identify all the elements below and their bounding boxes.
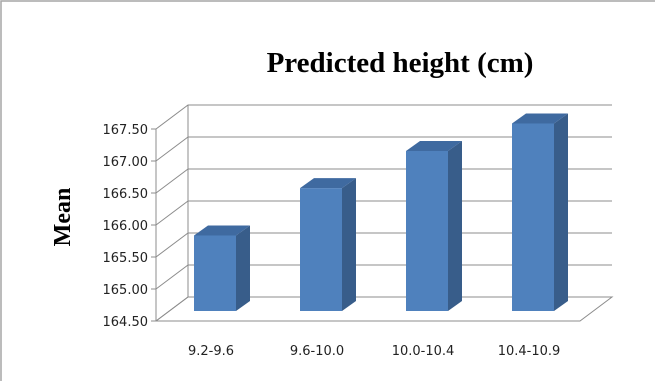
bar — [512, 113, 568, 311]
gridline — [155, 232, 612, 258]
bar — [194, 225, 250, 311]
bar-front — [194, 235, 236, 311]
y-tick-label: 167.00 — [103, 155, 149, 170]
y-axis-label: Mean — [50, 188, 76, 247]
y-tick-label: 165.00 — [103, 283, 149, 298]
bar-side — [554, 113, 568, 311]
x-tick-label: 9.6-10.0 — [290, 344, 344, 359]
gridline — [155, 264, 612, 290]
y-tick-label: 167.50 — [103, 123, 149, 138]
bar-top — [512, 113, 568, 124]
bar-front — [512, 123, 554, 311]
x-tick-label: 10.0-10.4 — [392, 344, 455, 359]
gridline — [155, 200, 612, 226]
x-tick-label: 10.4-10.9 — [498, 344, 561, 359]
x-tick-label: 9.2-9.6 — [188, 344, 234, 359]
bar-top — [300, 178, 356, 189]
bar-side — [448, 141, 462, 311]
bars — [194, 113, 568, 311]
x-tick-labels: 9.2-9.6 9.6-10.0 10.0-10.4 10.4-10.9 — [188, 344, 560, 359]
bar — [300, 178, 356, 311]
y-tick-label: 164.50 — [103, 315, 149, 330]
gridline — [155, 168, 612, 194]
y-tick-label: 165.50 — [103, 251, 149, 266]
bar-side — [342, 178, 356, 311]
y-tick-label: 166.00 — [103, 219, 149, 234]
bar-front — [406, 151, 448, 311]
y-tick-label: 166.50 — [103, 187, 149, 202]
bar-top — [406, 141, 462, 151]
bar — [406, 141, 462, 311]
bar-side — [236, 225, 250, 311]
y-tick-labels: 164.50 165.00 165.50 166.00 166.50 167.00 167.… — [103, 123, 149, 330]
bar-front — [300, 188, 342, 311]
gridline — [155, 104, 612, 130]
floor — [154, 296, 614, 322]
chart-title: Predicted height (cm) — [267, 47, 534, 79]
bar-top — [194, 225, 250, 236]
gridline — [155, 136, 612, 162]
gridlines — [151, 104, 614, 322]
